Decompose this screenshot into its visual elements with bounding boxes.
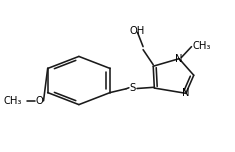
Text: OH: OH — [130, 26, 145, 36]
Text: O: O — [35, 96, 43, 106]
Text: CH₃: CH₃ — [3, 96, 21, 106]
Text: N: N — [175, 54, 183, 64]
Text: S: S — [130, 83, 136, 93]
Text: N: N — [182, 88, 190, 98]
Text: CH₃: CH₃ — [193, 41, 211, 51]
